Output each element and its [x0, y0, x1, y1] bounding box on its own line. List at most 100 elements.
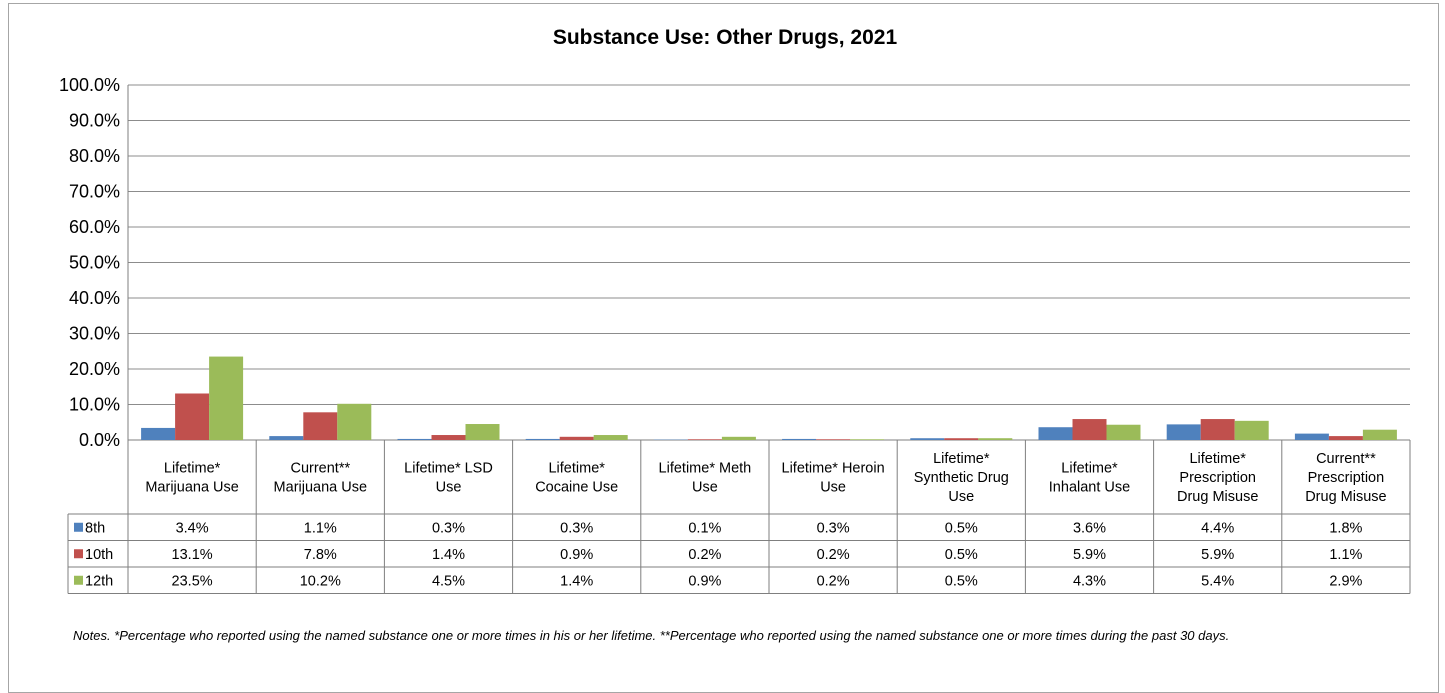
y-tick-label: 50.0% — [69, 253, 120, 273]
data-label: 4.5% — [432, 573, 465, 589]
y-axis-ticks: 0.0%10.0%20.0%30.0%40.0%50.0%60.0%70.0%8… — [59, 75, 120, 450]
data-label: 0.3% — [817, 520, 850, 536]
bar-chart: Substance Use: Other Drugs, 2021 0.0%10.… — [0, 0, 1445, 620]
data-label: 5.9% — [1073, 547, 1106, 563]
data-label: 23.5% — [172, 573, 213, 589]
bar-12th-4 — [722, 437, 756, 440]
data-label: 0.5% — [945, 520, 978, 536]
category-label-line: Current** — [1316, 451, 1376, 467]
category-label-line: Synthetic Drug — [914, 470, 1009, 486]
category-label-line: Marijuana Use — [145, 480, 239, 496]
bar-10th-2 — [432, 435, 466, 440]
category-label-line: Current** — [290, 461, 350, 477]
data-label: 1.4% — [432, 547, 465, 563]
data-label: 4.4% — [1201, 520, 1234, 536]
category-label: Lifetime* Heroin Use — [782, 461, 885, 496]
category-label-line: Lifetime* — [933, 451, 990, 467]
data-label: 0.5% — [945, 573, 978, 589]
y-tick-label: 80.0% — [69, 146, 120, 166]
bar-10th-5 — [816, 439, 850, 440]
data-label: 10.2% — [300, 573, 341, 589]
bar-8th-2 — [398, 439, 432, 440]
bar-8th-3 — [526, 439, 560, 440]
data-label: 13.1% — [172, 547, 213, 563]
category-label: Lifetime* Meth Use — [659, 461, 752, 496]
category-label: Lifetime* Marijuana Use — [145, 461, 239, 496]
category-label-line: Lifetime* — [548, 461, 605, 477]
bar-10th-0 — [175, 393, 209, 440]
bar-12th-6 — [978, 438, 1012, 440]
category-label-line: Lifetime* — [1189, 451, 1246, 467]
bar-12th-7 — [1107, 425, 1141, 440]
bar-8th-8 — [1167, 424, 1201, 440]
data-label: 0.2% — [817, 573, 850, 589]
bar-8th-6 — [910, 438, 944, 440]
category-label-line: Use — [692, 480, 718, 496]
legend-key-12th — [74, 576, 83, 585]
category-label-line: Prescription — [1308, 470, 1385, 486]
data-label: 3.6% — [1073, 520, 1106, 536]
data-label: 2.9% — [1329, 573, 1362, 589]
bar-10th-4 — [688, 439, 722, 440]
data-label: 0.3% — [560, 520, 593, 536]
legend-label-10th: 10th — [85, 547, 113, 563]
data-label: 1.1% — [304, 520, 337, 536]
category-label-line: Cocaine Use — [535, 480, 618, 496]
bar-12th-8 — [1235, 421, 1269, 440]
chart-title: Substance Use: Other Drugs, 2021 — [553, 26, 898, 49]
category-label-line: Use — [820, 480, 846, 496]
category-label-line: Lifetime* Meth — [659, 461, 752, 477]
data-label: 0.3% — [432, 520, 465, 536]
bar-8th-5 — [782, 439, 816, 440]
data-label: 3.4% — [176, 520, 209, 536]
data-label: 1.4% — [560, 573, 593, 589]
category-label: Current** Prescription Drug Misuse — [1305, 451, 1386, 505]
data-label: 7.8% — [304, 547, 337, 563]
category-label: Lifetime* Prescription Drug Misuse — [1177, 451, 1258, 505]
bar-10th-3 — [560, 437, 594, 440]
bar-8th-1 — [269, 436, 303, 440]
category-label-line: Drug Misuse — [1177, 489, 1258, 505]
data-label: 5.9% — [1201, 547, 1234, 563]
gridlines — [128, 85, 1410, 440]
y-tick-label: 90.0% — [69, 111, 120, 131]
bar-12th-9 — [1363, 430, 1397, 440]
legend-label-12th: 12th — [85, 573, 113, 589]
legend-label-8th: 8th — [85, 520, 105, 536]
category-label-line: Drug Misuse — [1305, 489, 1386, 505]
category-label-line: Marijuana Use — [274, 480, 368, 496]
bar-10th-6 — [944, 438, 978, 440]
category-label: Current** Marijuana Use — [274, 461, 368, 496]
legend-key-8th — [74, 523, 83, 532]
y-tick-label: 30.0% — [69, 324, 120, 344]
data-label: 0.1% — [688, 520, 721, 536]
category-label-line: Prescription — [1179, 470, 1256, 486]
data-label: 0.9% — [688, 573, 721, 589]
legend-key-10th — [74, 549, 83, 558]
data-label: 1.8% — [1329, 520, 1362, 536]
y-tick-label: 40.0% — [69, 288, 120, 308]
y-tick-label: 20.0% — [69, 359, 120, 379]
category-label-line: Inhalant Use — [1049, 480, 1130, 496]
y-tick-label: 70.0% — [69, 182, 120, 202]
data-label: 4.3% — [1073, 573, 1106, 589]
data-table: Lifetime* Marijuana Use Current** Marijuana… — [68, 440, 1410, 594]
bar-12th-3 — [594, 435, 628, 440]
category-label-line: Lifetime* — [164, 461, 221, 477]
y-tick-label: 100.0% — [59, 75, 120, 95]
bar-10th-1 — [303, 412, 337, 440]
data-label: 1.1% — [1329, 547, 1362, 563]
category-label: Lifetime* Cocaine Use — [535, 461, 618, 496]
category-label: Lifetime*Inhalant Use — [1049, 461, 1130, 496]
bar-10th-7 — [1073, 419, 1107, 440]
y-tick-label: 60.0% — [69, 217, 120, 237]
chart-notes: Notes. *Percentage who reported using th… — [73, 626, 1413, 646]
bar-12th-0 — [209, 357, 243, 440]
data-label: 0.9% — [560, 547, 593, 563]
category-label-line: Lifetime* LSD — [404, 461, 493, 477]
data-label: 0.5% — [945, 547, 978, 563]
category-label-line: Lifetime* Heroin — [782, 461, 885, 477]
bar-12th-1 — [337, 404, 371, 440]
